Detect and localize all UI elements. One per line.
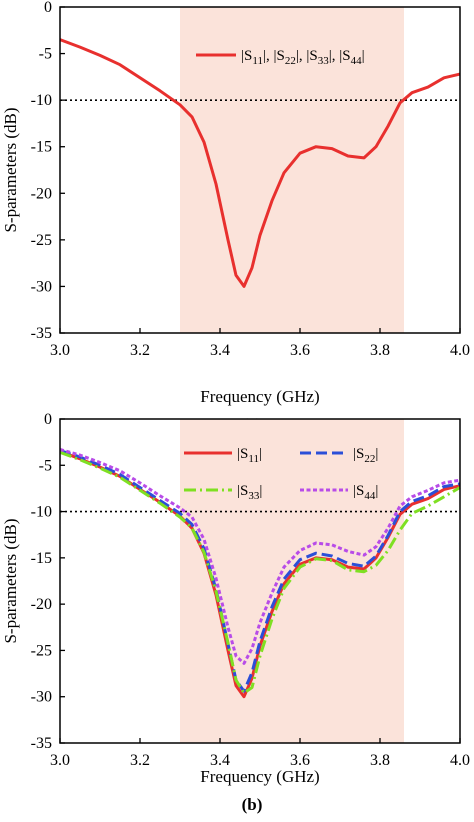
y-tick-label: -5 xyxy=(39,457,52,474)
series-line-s44 xyxy=(59,448,461,665)
y-tick-label: -20 xyxy=(31,596,52,613)
series-line-s11s22s33s44 xyxy=(59,38,461,288)
y-tick-label: -25 xyxy=(31,642,52,659)
legend-label: |S11|, |S22|, |S33|, |S44| xyxy=(241,48,365,67)
y-tick-label: -35 xyxy=(31,735,52,752)
y-axis-title: S-parameters (dB) xyxy=(1,107,20,232)
legend: |S11| |S22| |S33| |S44| xyxy=(184,446,378,502)
x-tick-label: 3.4 xyxy=(210,752,230,769)
x-tick-label: 3.0 xyxy=(50,342,70,359)
x-tick-label: 3.0 xyxy=(50,752,70,769)
plot-frame xyxy=(59,418,461,744)
panel-label: (b) xyxy=(242,795,263,814)
x-axis-title: Frequency (GHz) xyxy=(200,767,319,786)
legend-label: |S33| xyxy=(237,483,262,502)
x-tick-label: 3.2 xyxy=(130,342,150,359)
y-tick-label: -25 xyxy=(31,232,52,249)
y-tick-label: -15 xyxy=(31,550,52,567)
x-tick-label: 3.8 xyxy=(370,342,390,359)
operating-band xyxy=(180,7,404,333)
y-tick-label: -30 xyxy=(31,278,52,295)
y-tick-label: 0 xyxy=(44,411,52,428)
y-tick-label: -20 xyxy=(31,185,52,202)
chart-panel-b: 3.0 3.2 3.4 3.6 3.8 4.0 0 -5 -10 -15 -20 -25 -30 -35 F… xyxy=(1,411,470,814)
chart-panel-a: 3.0 3.2 3.4 3.6 3.8 4.0 0 -5 -10 -15 -20 -25 -30 -35 F… xyxy=(1,0,470,434)
x-tick-label: 3.8 xyxy=(370,752,390,769)
x-axis-title: Frequency (GHz) xyxy=(200,387,319,406)
legend-label: |S11| xyxy=(237,446,262,465)
y-tick-label: -5 xyxy=(39,46,52,63)
y-tick-label: -30 xyxy=(31,689,52,706)
y-tick-label: 0 xyxy=(44,0,52,16)
x-tick-label: 3.6 xyxy=(290,342,310,359)
plot-frame xyxy=(59,6,461,334)
y-tick-label: -15 xyxy=(31,139,52,156)
series-line-s33 xyxy=(59,450,461,695)
legend-label: |S44| xyxy=(353,483,378,502)
x-tick-label: 4.0 xyxy=(450,342,470,359)
y-tick-label: -10 xyxy=(31,504,52,521)
x-tick-label: 3.6 xyxy=(290,752,310,769)
x-tick-label: 4.0 xyxy=(450,752,470,769)
legend-label: |S22| xyxy=(353,446,378,465)
y-axis-title: S-parameters (dB) xyxy=(1,518,20,643)
legend: |S11|, |S22|, |S33|, |S44| xyxy=(196,48,365,67)
x-tick-label: 3.4 xyxy=(210,342,230,359)
y-tick-label: -10 xyxy=(31,92,52,109)
series-line-s22 xyxy=(59,449,461,693)
y-tick-label: -35 xyxy=(31,325,52,342)
x-tick-label: 3.2 xyxy=(130,752,150,769)
